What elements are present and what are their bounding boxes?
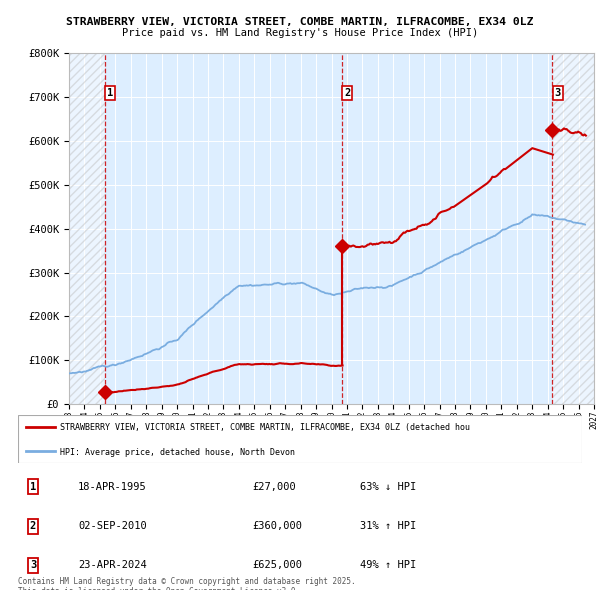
Text: HPI: Average price, detached house, North Devon: HPI: Average price, detached house, Nort… [60,448,295,457]
Text: Price paid vs. HM Land Registry's House Price Index (HPI): Price paid vs. HM Land Registry's House … [122,28,478,38]
Text: 2: 2 [344,88,350,98]
Text: 63% ↓ HPI: 63% ↓ HPI [360,482,416,491]
Text: STRAWBERRY VIEW, VICTORIA STREET, COMBE MARTIN, ILFRACOMBE, EX34 0LZ (detached h: STRAWBERRY VIEW, VICTORIA STREET, COMBE … [60,424,470,432]
Text: 3: 3 [30,560,36,570]
Text: Contains HM Land Registry data © Crown copyright and database right 2025.
This d: Contains HM Land Registry data © Crown c… [18,577,356,590]
Text: 18-APR-1995: 18-APR-1995 [78,482,147,491]
Text: 1: 1 [107,88,113,98]
Text: £625,000: £625,000 [252,560,302,570]
Text: 02-SEP-2010: 02-SEP-2010 [78,522,147,531]
Bar [69,53,104,404]
Text: 2: 2 [30,522,36,531]
Bar [553,53,594,404]
Text: £27,000: £27,000 [252,482,296,491]
Text: £360,000: £360,000 [252,522,302,531]
Text: 3: 3 [555,88,561,98]
Text: 23-APR-2024: 23-APR-2024 [78,560,147,570]
Text: 49% ↑ HPI: 49% ↑ HPI [360,560,416,570]
FancyBboxPatch shape [18,415,582,463]
Text: 1: 1 [30,482,36,491]
Text: 31% ↑ HPI: 31% ↑ HPI [360,522,416,531]
Text: STRAWBERRY VIEW, VICTORIA STREET, COMBE MARTIN, ILFRACOMBE, EX34 0LZ: STRAWBERRY VIEW, VICTORIA STREET, COMBE … [66,17,534,27]
